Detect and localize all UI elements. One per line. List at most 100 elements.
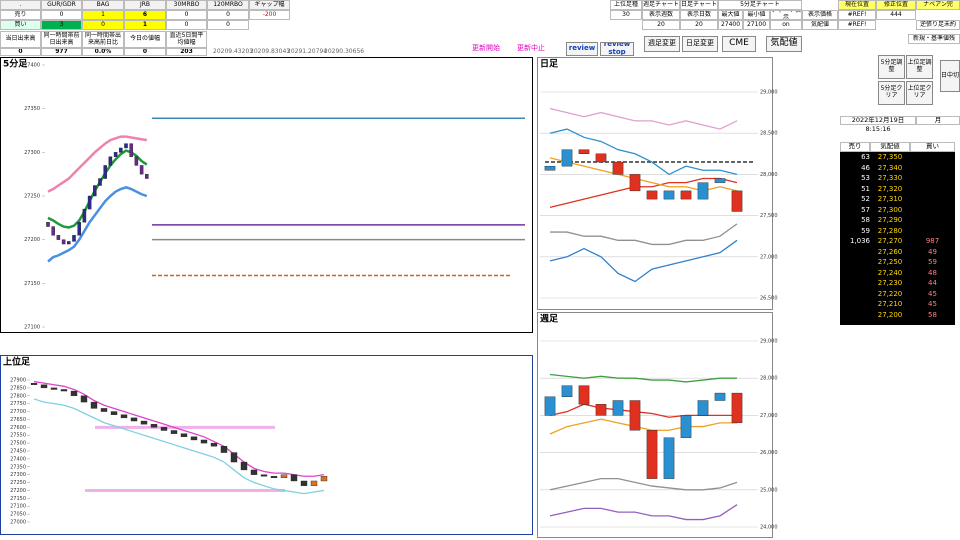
book-price: 27,300 — [877, 205, 903, 214]
y-tick-label: 27,000 — [760, 413, 778, 419]
book-buy: 987 — [925, 237, 940, 246]
candle — [578, 149, 590, 154]
y-tick-label: 27200 — [24, 237, 40, 243]
book-price: 27,350 — [877, 153, 903, 162]
stats-value: 0 — [124, 48, 166, 56]
candle — [250, 469, 258, 475]
info-cell: 最小値 — [743, 10, 770, 20]
candle — [170, 430, 178, 434]
chart-title: 上位足 — [3, 356, 31, 368]
candle — [145, 173, 149, 179]
control-button[interactable]: 上位足調整 — [906, 55, 933, 79]
y-tick-label: 27,000 — [760, 254, 778, 260]
candle — [90, 401, 98, 409]
info-cell: 逆張り足未約 — [916, 20, 960, 30]
candle — [120, 414, 128, 419]
table-cell: 0 — [207, 10, 249, 20]
y-tick-label: 26,500 — [760, 296, 778, 302]
table-cell: 1 — [82, 10, 124, 20]
indicator-line — [550, 223, 738, 246]
control-button[interactable]: 5分足クリア — [878, 81, 905, 105]
button[interactable]: CME — [722, 36, 756, 52]
candle — [578, 385, 590, 405]
book-buy: 45 — [928, 300, 937, 309]
candle — [98, 178, 102, 186]
y-tick-label: 27100 — [10, 504, 26, 510]
candle — [663, 437, 675, 479]
info-cell: 20 — [680, 20, 718, 30]
button[interactable]: review — [566, 42, 598, 56]
button[interactable]: review stop — [600, 42, 634, 56]
book-header: 売り — [840, 142, 870, 152]
stats-header: 当日出来高 — [0, 31, 41, 48]
candle — [113, 152, 118, 157]
candle — [290, 474, 298, 482]
info-cell: #REF! — [838, 20, 876, 30]
button[interactable]: 更新中止 — [517, 44, 545, 53]
weekday: 月 — [916, 116, 960, 125]
y-tick-label: 27650 — [10, 417, 26, 423]
book-sell: 52 — [861, 195, 870, 204]
candle — [130, 417, 138, 422]
chart-title: 日足 — [540, 59, 559, 70]
y-tick-label: 28,000 — [760, 172, 778, 178]
book-price: 27,290 — [877, 216, 903, 225]
candle — [260, 474, 268, 477]
indicator-line — [549, 107, 738, 130]
y-tick-label: 26,000 — [760, 450, 778, 456]
y-tick-label: 27700 — [10, 409, 26, 415]
info-cell: 5分足チャート — [718, 0, 802, 10]
indicator-line — [549, 239, 738, 283]
book-buy: 59 — [928, 258, 937, 267]
code-text: 20291.20794 — [287, 48, 328, 55]
info-cell: 表示価格 — [802, 10, 838, 20]
candle — [646, 190, 658, 200]
table-header: 30MRBO — [166, 0, 207, 10]
book-price: 27,310 — [877, 195, 903, 204]
date: 2022年12月19日 — [840, 116, 916, 125]
candle — [697, 182, 709, 200]
book-sell: 57 — [861, 205, 870, 214]
candle — [731, 190, 743, 212]
info-cell: #REF! — [838, 10, 876, 20]
button[interactable]: 更新開始 — [472, 44, 500, 53]
candle — [51, 226, 55, 236]
book-price: 27,240 — [877, 268, 903, 277]
y-tick-label: 27500 — [10, 441, 26, 447]
code-text: 20209.83043 — [250, 48, 291, 55]
table-cell: 0 — [41, 10, 82, 20]
y-tick-label: 27750 — [10, 401, 26, 407]
control-button[interactable]: 5分足調整 — [878, 55, 905, 79]
y-tick-label: 27850 — [10, 385, 26, 391]
candle — [544, 396, 556, 416]
indicator-line — [33, 380, 325, 477]
candle — [129, 143, 133, 157]
y-tick-label: 27050 — [10, 512, 26, 518]
candle — [714, 392, 726, 401]
table-header: JRB — [124, 0, 166, 10]
stats-value: 203 — [166, 48, 207, 56]
table-cell: -200 — [249, 10, 290, 20]
candle — [646, 430, 658, 479]
button[interactable]: 気配値 — [766, 36, 802, 52]
candle — [56, 235, 61, 240]
book-buy: 44 — [928, 279, 937, 288]
y-tick-label: 27600 — [10, 425, 26, 431]
table-header: 120MRBO — [207, 0, 249, 10]
button[interactable]: 日足変更 — [682, 36, 718, 52]
info-cell: 27100 — [743, 20, 770, 30]
control-button[interactable]: 上位足クリア — [906, 81, 933, 105]
indicator-line — [549, 373, 737, 383]
candle — [731, 392, 743, 424]
y-tick-label: 27250 — [24, 194, 40, 200]
candle — [544, 165, 556, 171]
indicator-line — [549, 477, 738, 491]
candle — [82, 208, 87, 223]
button[interactable]: 週足変更 — [644, 36, 680, 52]
control-button[interactable]: 日中切 — [940, 60, 960, 92]
table-header: BAG — [82, 0, 124, 10]
candle — [680, 415, 692, 438]
book-price: 27,270 — [877, 237, 903, 246]
table-header: ギャップ幅 — [249, 0, 290, 10]
book-price: 27,210 — [877, 300, 903, 309]
